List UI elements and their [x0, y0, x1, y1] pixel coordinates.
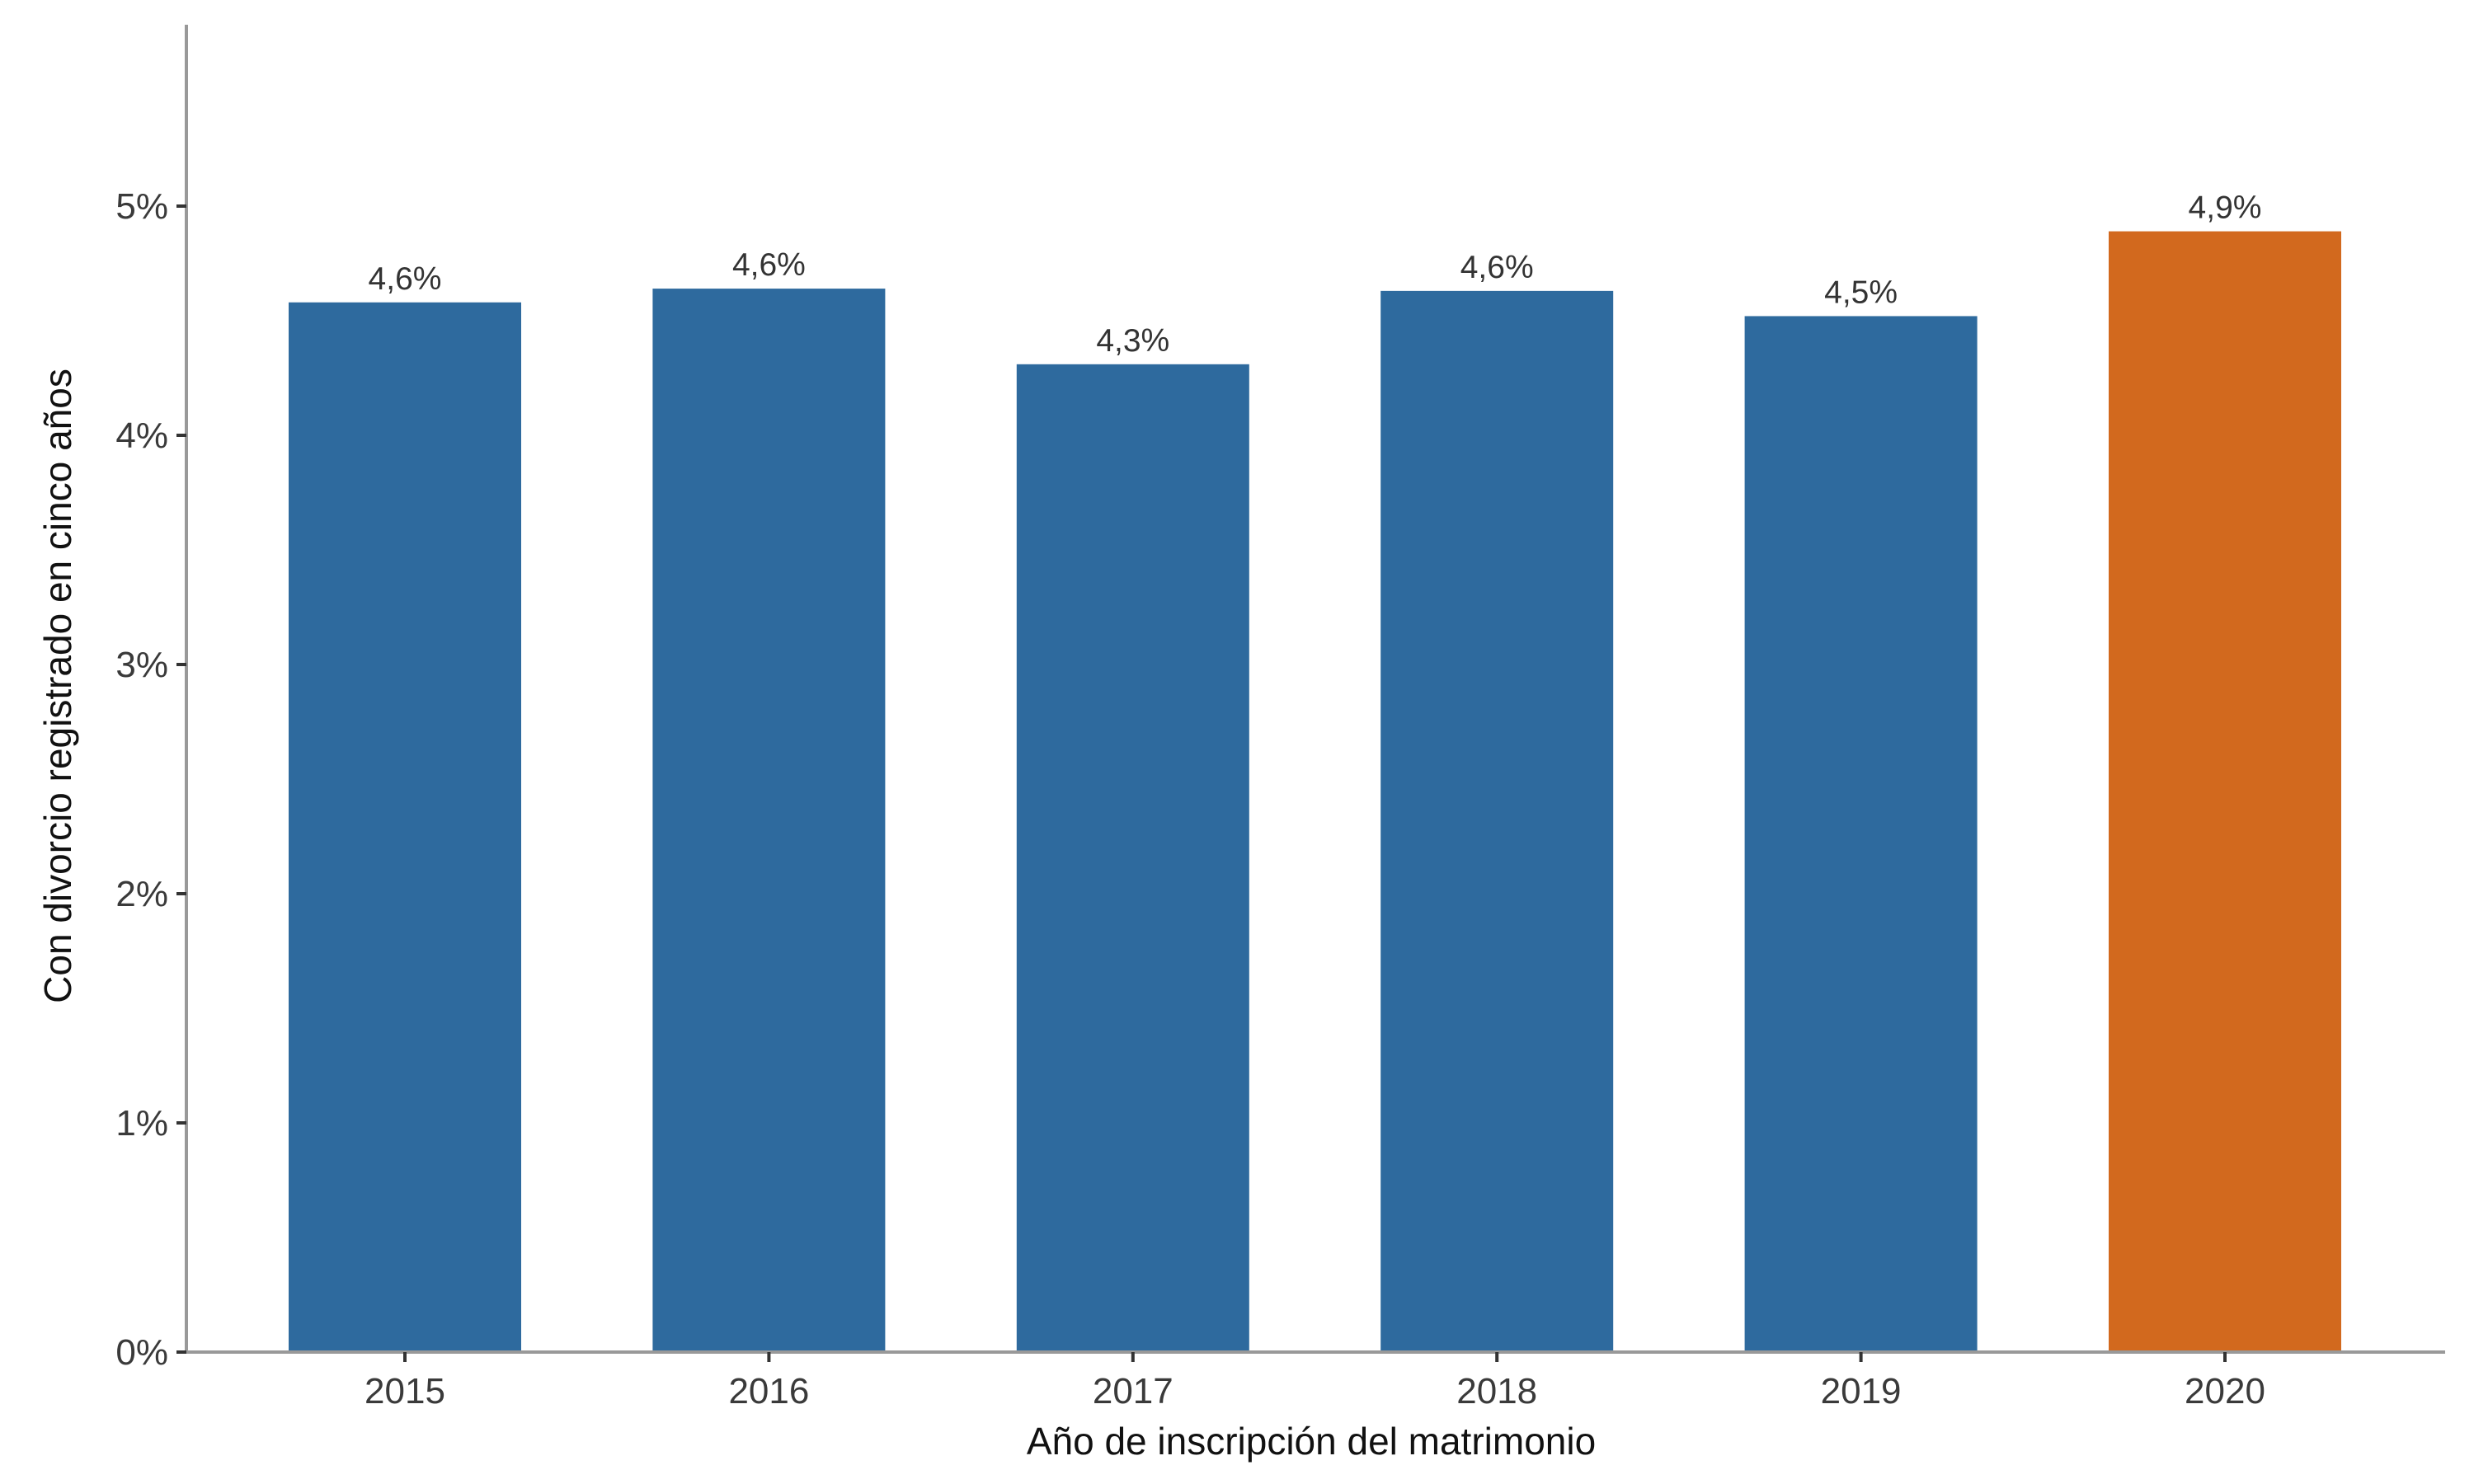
data-label-2016: 4,6% — [732, 247, 806, 283]
data-labels-layer: 4,6% 4,6% 4,3% 4,6% 4,5% 4,9% — [369, 190, 2262, 359]
x-tick-label-2015: 2015 — [365, 1371, 445, 1411]
bar-2017 — [1016, 364, 1249, 1352]
data-label-2018: 4,6% — [1460, 250, 1534, 285]
x-tick-label-2018: 2018 — [1456, 1371, 1537, 1411]
bar-2019 — [1744, 316, 1978, 1353]
y-tick-label-3: 3% — [115, 645, 168, 685]
x-tick-label-2016: 2016 — [728, 1371, 809, 1411]
data-label-2020: 4,9% — [2189, 190, 2262, 226]
y-tick-label-2: 2% — [115, 874, 168, 914]
bar-2015 — [289, 302, 521, 1352]
y-tick-label-5: 5% — [115, 186, 168, 227]
x-tick-label-2017: 2017 — [1093, 1371, 1174, 1411]
x-tick-label-2019: 2019 — [1821, 1371, 1902, 1411]
bar-2016 — [652, 289, 886, 1353]
bar-2020 — [2109, 231, 2341, 1353]
x-axis: 2015 2016 2017 2018 2019 2020 — [186, 1350, 2445, 1411]
y-tick-label-0: 0% — [115, 1332, 168, 1373]
x-tick-label-2020: 2020 — [2185, 1371, 2265, 1411]
y-tick-label-1: 1% — [115, 1103, 168, 1144]
data-label-2019: 4,5% — [1824, 275, 1898, 310]
bar-2018 — [1380, 290, 1614, 1352]
data-label-2017: 4,3% — [1096, 323, 1169, 359]
y-tick-label-4: 4% — [115, 416, 168, 456]
x-axis-title: Año de inscripción del matrimonio — [1027, 1420, 1596, 1463]
y-axis-title: Con divorcio registrado en cinco años — [36, 369, 79, 1003]
bars-layer — [289, 231, 2341, 1353]
data-label-2015: 4,6% — [369, 261, 442, 297]
y-axis: 0% 1% 2% 3% 4% 5% — [115, 25, 188, 1373]
